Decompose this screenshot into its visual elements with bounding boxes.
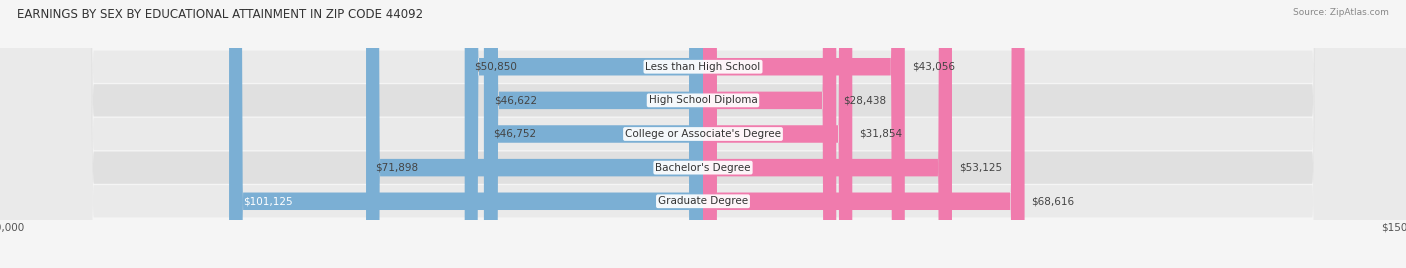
Text: $50,850: $50,850 — [474, 62, 517, 72]
FancyBboxPatch shape — [229, 0, 703, 268]
FancyBboxPatch shape — [485, 0, 703, 268]
Text: $31,854: $31,854 — [859, 129, 903, 139]
FancyBboxPatch shape — [703, 0, 905, 268]
Text: Source: ZipAtlas.com: Source: ZipAtlas.com — [1294, 8, 1389, 17]
Text: $71,898: $71,898 — [375, 163, 419, 173]
Text: $28,438: $28,438 — [844, 95, 886, 105]
Text: $53,125: $53,125 — [959, 163, 1002, 173]
Text: $46,622: $46,622 — [494, 95, 537, 105]
Text: High School Diploma: High School Diploma — [648, 95, 758, 105]
Text: $43,056: $43,056 — [912, 62, 955, 72]
FancyBboxPatch shape — [703, 0, 852, 268]
Text: College or Associate's Degree: College or Associate's Degree — [626, 129, 780, 139]
FancyBboxPatch shape — [366, 0, 703, 268]
FancyBboxPatch shape — [703, 0, 952, 268]
Text: $101,125: $101,125 — [243, 196, 292, 206]
Text: $68,616: $68,616 — [1032, 196, 1074, 206]
FancyBboxPatch shape — [484, 0, 703, 268]
Text: Less than High School: Less than High School — [645, 62, 761, 72]
Text: EARNINGS BY SEX BY EDUCATIONAL ATTAINMENT IN ZIP CODE 44092: EARNINGS BY SEX BY EDUCATIONAL ATTAINMEN… — [17, 8, 423, 21]
FancyBboxPatch shape — [703, 0, 837, 268]
FancyBboxPatch shape — [464, 0, 703, 268]
Text: $46,752: $46,752 — [494, 129, 536, 139]
Text: Bachelor's Degree: Bachelor's Degree — [655, 163, 751, 173]
Text: Graduate Degree: Graduate Degree — [658, 196, 748, 206]
FancyBboxPatch shape — [703, 0, 1025, 268]
